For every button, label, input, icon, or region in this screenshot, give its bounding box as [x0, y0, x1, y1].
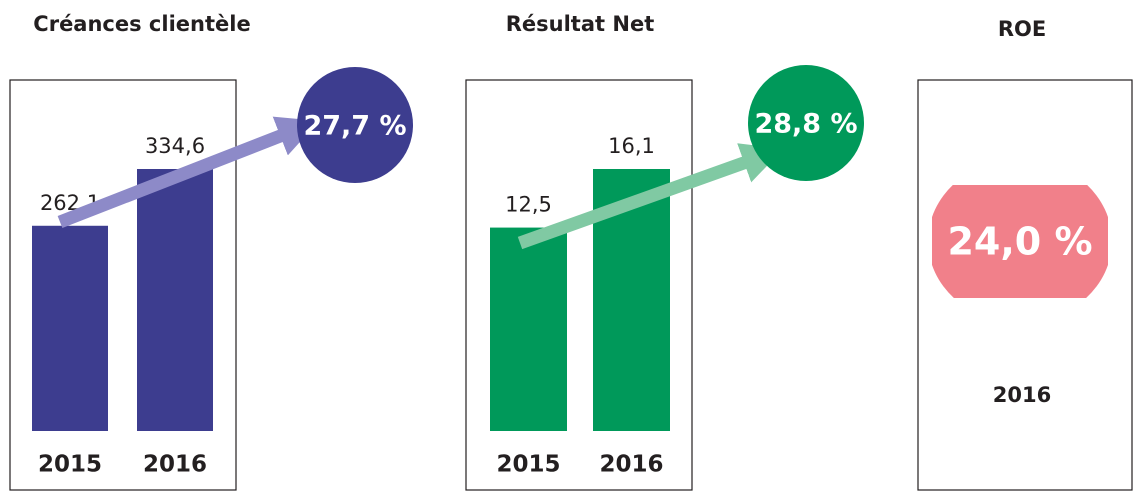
panel-frame [917, 79, 1133, 491]
bar [490, 227, 567, 431]
bar [32, 225, 108, 431]
category-label: 2015 [496, 452, 560, 478]
panel-frame [465, 79, 693, 491]
category-label: 2016 [599, 452, 663, 478]
growth-label: 27,7 % [303, 111, 406, 142]
growth-arrow [517, 143, 784, 250]
kpi-value: 24,0 % [947, 220, 1092, 264]
growth-badge [297, 67, 413, 183]
value-label: 12,5 [505, 193, 552, 217]
category-label: 2015 [38, 452, 102, 478]
growth-label: 28,8 % [754, 109, 857, 140]
category-label: 2016 [993, 383, 1051, 407]
panel-title: Créances clientèle [33, 12, 250, 36]
bar [137, 169, 213, 431]
value-label: 16,1 [608, 134, 655, 158]
value-label: 334,6 [145, 134, 205, 158]
panel-title: ROE [998, 17, 1046, 41]
kpi-badge [932, 185, 1108, 298]
category-label: 2016 [143, 452, 207, 478]
growth-badge [748, 65, 864, 181]
growth-arrow [57, 116, 320, 229]
panel-frame [9, 79, 237, 491]
panel-title: Résultat Net [506, 12, 654, 36]
